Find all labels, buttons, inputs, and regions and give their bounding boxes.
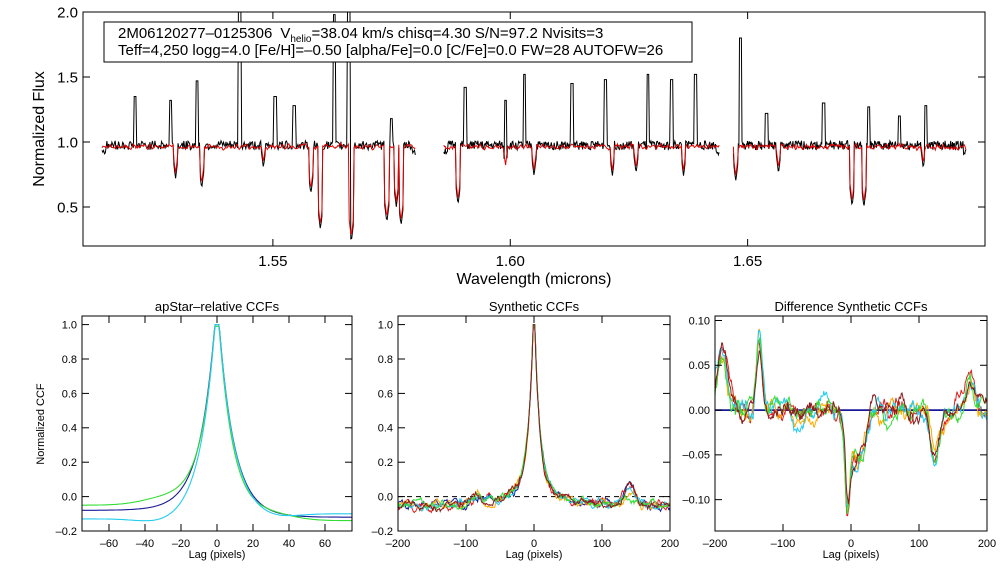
apstar-ccf-panel: apStar–relative CCFs –60 –40 –20 0 20 40 60 –0.…	[35, 299, 353, 561]
synthetic-ccf-ytick-label: 0.6	[378, 388, 393, 400]
apstar-ccf-xtick-label: –20	[172, 538, 190, 550]
spectrum-ticks: 1.55 1.60 1.65 0.5 1.0 1.5 2.0	[57, 4, 985, 270]
apstar-ccf-ytick-label: 0.6	[62, 388, 77, 400]
spectrum-ytick-label: 1.5	[57, 69, 78, 86]
synthetic-ccf-xtick-label: –200	[386, 538, 410, 550]
difference-ccf-line-visit6	[714, 342, 988, 505]
spectrum-panel: 1.55 1.60 1.65 0.5 1.0 1.5 2.0 Wavelength (mic…	[31, 4, 986, 288]
spectrum-frame	[82, 11, 986, 247]
difference-ccf-series-group	[714, 328, 988, 517]
apstar-ccf-xtick-label: –40	[136, 538, 154, 550]
difference-ccf-title: Difference Synthetic CCFs	[775, 299, 928, 314]
difference-ccf-xlabel: Lag (pixels)	[823, 549, 880, 561]
apstar-ccf-ytick-label: 0.8	[62, 354, 77, 366]
spectrum-xtick-label: 1.65	[733, 253, 762, 270]
apstar-ccf-ytick-label: 0.2	[62, 457, 77, 469]
synthetic-ccf-ytick-label: 0.4	[378, 423, 393, 435]
synthetic-ccf-line-visit2	[397, 324, 671, 514]
synthetic-ccf-xtick-label: 100	[593, 538, 611, 550]
spectrum-series-group	[101, 11, 967, 240]
difference-ccf-ticks: –200 –100 0 100 200 –0.10 –0.05 0.00 0.05 0.10	[682, 315, 996, 550]
spectrum-ytick-label: 2.0	[57, 4, 78, 21]
observed-spectrum-line	[443, 73, 720, 204]
difference-ccf-ytick-label: –0.10	[682, 494, 710, 506]
synthetic-ccf-ticks: –200 –100 0 100 200 –0.2 0.0 0.2 0.4 0.6 0.8 1.0	[372, 316, 679, 550]
difference-ccf-xtick-label: –100	[771, 538, 795, 550]
difference-ccf-line-visit5	[714, 337, 988, 514]
apstar-ccf-title: apStar–relative CCFs	[155, 299, 280, 314]
difference-ccf-panel: Difference Synthetic CCFs –200 –100 0 100 20…	[682, 299, 996, 561]
apstar-ccf-series-group	[82, 324, 352, 522]
apstar-ccf-xlabel: Lag (pixels)	[189, 549, 246, 561]
synthetic-ccf-ytick-label: 0.2	[378, 457, 393, 469]
apstar-ccf-xtick-label: 40	[283, 538, 295, 550]
apstar-ccf-ytick-label: 0.0	[62, 491, 77, 503]
spectrum-ylabel: Normalized Flux	[31, 71, 48, 187]
synthetic-ccf-xtick-label: –100	[454, 538, 478, 550]
difference-ccf-xtick-label: 0	[848, 538, 854, 550]
info-v-symbol: V	[280, 25, 290, 42]
synthetic-ccf-xtick-label: 200	[661, 538, 679, 550]
apstar-ccf-xtick-label: 0	[214, 538, 220, 550]
synthetic-ccf-title: Synthetic CCFs	[489, 299, 580, 314]
spectrum-ytick-label: 1.0	[57, 134, 78, 151]
difference-ccf-ytick-label: 0.05	[689, 360, 710, 372]
synthetic-ccf-xlabel: Lag (pixels)	[506, 549, 563, 561]
apstar-ccf-ticks: –60 –40 –20 0 20 40 60 –0.2 0.0 0.2 0.4 0.6 0.8 1.0	[56, 316, 352, 550]
apstar-ccf-ytick-label: 0.4	[62, 423, 77, 435]
info-box	[103, 21, 693, 63]
difference-ccf-ytick-label: –0.05	[682, 450, 710, 462]
spectrum-xtick-label: 1.55	[258, 253, 287, 270]
apstar-ccf-ytick-label: –0.2	[56, 526, 77, 538]
synthetic-ccf-ytick-label: –0.2	[372, 526, 393, 538]
apstar-ccf-xtick-label: 60	[319, 538, 331, 550]
apstar-ccf-ytick-label: 1.0	[62, 319, 77, 331]
synthetic-ccf-series-group	[397, 324, 671, 514]
apstar-ccf-line-visit2	[82, 325, 352, 522]
synthetic-ccf-ytick-label: 0.8	[378, 354, 393, 366]
apstar-ccf-xtick-label: 20	[247, 538, 259, 550]
difference-ccf-ytick-label: 0.10	[689, 315, 710, 327]
difference-ccf-xtick-label: 200	[978, 538, 996, 550]
synthetic-ccf-frame	[397, 315, 671, 532]
synthetic-ccf-panel: Synthetic CCFs –200 –100 0 100 200 –0.2 0.0 0.2…	[372, 299, 680, 561]
spectrum-xlabel: Wavelength (microns)	[456, 271, 611, 288]
info-star-id: 2M06120277–0125306	[118, 25, 272, 42]
spectrum-xtick-label: 1.60	[496, 253, 525, 270]
info-line-1: 2M06120277–0125306 Vhelio=38.04 km/s chis…	[118, 25, 603, 45]
apstar-ccf-xtick-label: –60	[100, 538, 118, 550]
model-spectrum-line	[101, 142, 416, 235]
model-spectrum-line	[443, 142, 720, 199]
model-spectrum-line	[732, 142, 967, 201]
difference-ccf-xtick-label: 100	[910, 538, 928, 550]
apstar-ccf-frame	[81, 315, 353, 532]
apstar-ccf-line-visit1	[82, 324, 352, 518]
synthetic-ccf-line-visit6	[397, 324, 671, 514]
apstar-ccf-line-visit3	[82, 324, 352, 522]
apstar-ccf-ylabel: Normalized CCF	[35, 383, 47, 465]
difference-ccf-ytick-label: 0.00	[689, 405, 710, 417]
synthetic-ccf-ytick-label: 1.0	[378, 319, 393, 331]
info-v-subscript: helio	[290, 34, 312, 45]
spectrum-ytick-label: 0.5	[57, 199, 78, 216]
synthetic-ccf-xtick-label: 0	[531, 538, 537, 550]
info-line-1-rest: =38.04 km/s chisq=4.30 S/N=97.2 Nvisits=…	[311, 25, 603, 42]
info-line-2: Teff=4,250 logg=4.0 [Fe/H]=–0.50 [alpha/…	[118, 42, 663, 59]
synthetic-ccf-ytick-label: 0.0	[378, 491, 393, 503]
difference-ccf-xtick-label: –200	[703, 538, 727, 550]
